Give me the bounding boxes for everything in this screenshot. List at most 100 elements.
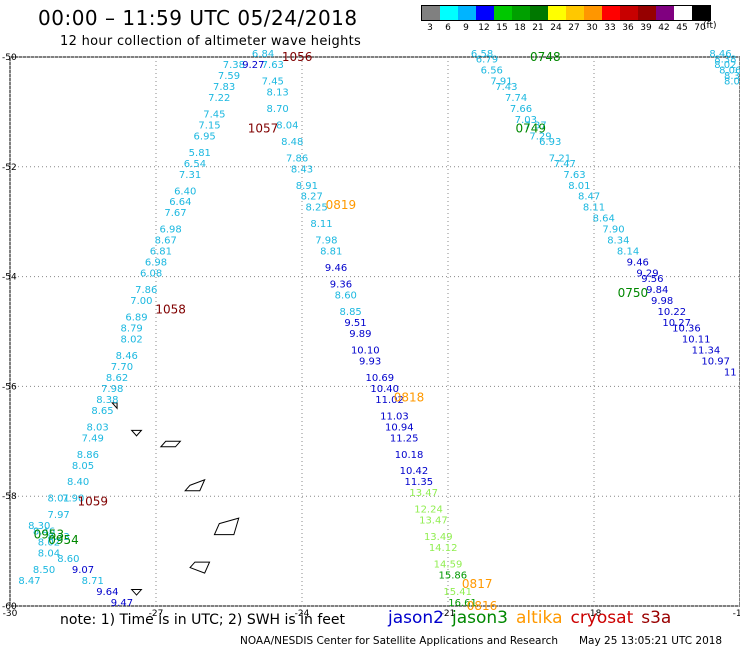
wave-height-label: 8.38 <box>714 54 736 65</box>
wave-height-label: 7.43 <box>495 82 517 93</box>
wave-height-label: 8.60 <box>57 554 79 565</box>
wave-height-label: 8.85 <box>340 307 362 318</box>
wave-height-label: 7.49 <box>82 433 104 444</box>
wave-height-label: 9.46 <box>627 258 649 269</box>
wave-height-label: 11.02 <box>375 395 404 406</box>
wave-height-label: 8.06 <box>719 65 740 76</box>
wave-height-label: 7.91 <box>490 76 512 87</box>
wave-height-label: 9.47 <box>111 598 133 609</box>
wave-height-label: 6.79 <box>476 54 498 65</box>
wave-height-label: 8.47 <box>578 192 600 203</box>
latitude-tick-label: -56 <box>2 382 17 392</box>
map-frame <box>9 56 740 607</box>
color-scale-label: 33 <box>604 23 616 33</box>
color-scale-label: 36 <box>622 23 634 33</box>
wave-height-label: 13.47 <box>409 488 438 499</box>
pass-time-label: 0816 <box>467 599 498 613</box>
wave-height-label: 8.11 <box>583 203 605 214</box>
wave-height-label: 8.60 <box>335 291 357 302</box>
wave-height-label: 9.46 <box>325 263 347 274</box>
wave-height-label: 9.56 <box>641 274 663 285</box>
wave-height-label: 11 <box>724 367 737 378</box>
wave-height-label: 8.23 <box>48 532 70 543</box>
wave-height-label: 7.63 <box>262 60 284 71</box>
wave-height-label: 9.84 <box>646 285 668 296</box>
wave-height-label: 7.98 <box>101 384 123 395</box>
wave-height-label: 8.27 <box>301 192 323 203</box>
wave-height-label: 8.01 <box>568 181 590 192</box>
wave-height-label: 8.13 <box>267 87 289 98</box>
wave-height-label: 8.86 <box>77 450 99 461</box>
color-scale-label: 39 <box>640 23 652 33</box>
wave-height-label: 10.94 <box>385 422 414 433</box>
color-scale: 3 6 9 12 15 18 21 24 27 30 33 36 39 42 45 70 <box>421 5 711 33</box>
wave-height-label: 8.71 <box>82 576 104 587</box>
island-outline <box>111 402 118 410</box>
wave-height-label: 5.81 <box>189 148 211 159</box>
island-outline <box>159 440 182 448</box>
latitude-tick-label: -52 <box>2 163 17 173</box>
color-swatch <box>548 6 566 20</box>
color-swatch <box>620 6 638 20</box>
color-scale-label: 15 <box>496 23 508 33</box>
wave-height-label: 8.67 <box>155 236 177 247</box>
wave-height-label: 7.47 <box>554 159 576 170</box>
wave-height-label: 6.93 <box>539 137 561 148</box>
wave-height-label: 13.49 <box>424 532 453 543</box>
pass-time-label: 0953 <box>34 528 65 542</box>
wave-height-label: 8.47 <box>18 576 40 587</box>
color-swatch <box>638 6 656 20</box>
wave-height-label: 8.34 <box>607 236 629 247</box>
longitude-tick-label: -15 <box>733 609 740 619</box>
wave-height-label: 6.98 <box>145 258 167 269</box>
pass-time-label: 1057 <box>248 121 279 135</box>
wave-height-label: 8.48 <box>281 137 303 148</box>
pass-time-label: 0818 <box>394 390 425 404</box>
wave-height-label: 8.04 <box>276 120 298 131</box>
pass-time-label: 0748 <box>530 50 561 64</box>
color-swatch <box>602 6 620 20</box>
wave-height-label: 8.30 <box>28 521 50 532</box>
wave-height-label: 6.40 <box>174 186 196 197</box>
color-scale-labels: 3 6 9 12 15 18 21 24 27 30 33 36 39 42 45 70 <box>421 21 711 33</box>
color-swatch <box>476 6 494 20</box>
color-scale-swatches <box>421 5 711 21</box>
wave-height-label: 10.36 <box>672 324 701 335</box>
island-outline <box>189 561 211 574</box>
wave-height-label: 7.45 <box>262 76 284 87</box>
color-scale-label: 70 <box>694 23 706 33</box>
footnote: note: 1) Time is in UTC; 2) SWH is in fe… <box>60 612 346 628</box>
wave-height-label: 8.03 <box>86 422 108 433</box>
island-outline <box>130 589 143 596</box>
pass-time-label: 0954 <box>48 533 79 547</box>
wave-height-label: 14.59 <box>434 560 463 571</box>
island-outline <box>213 517 240 536</box>
wave-height-label: 9.07 <box>72 565 94 576</box>
wave-height-label: 8.02 <box>38 538 60 549</box>
wave-height-label: 8.25 <box>305 203 327 214</box>
wave-height-label: 8.02 <box>714 60 736 71</box>
wave-height-label: 6.08 <box>140 269 162 280</box>
island-outline <box>130 429 143 437</box>
latitude-tick-label: -58 <box>2 492 17 502</box>
wave-height-label: 7.67 <box>164 208 186 219</box>
island-outline <box>184 478 206 492</box>
pass-time-label: 1059 <box>77 495 108 509</box>
wave-height-label: 7.15 <box>198 120 220 131</box>
longitude-tick-label: -21 <box>441 609 456 619</box>
pass-time-label: 0819 <box>326 198 357 212</box>
longitude-tick-label: -24 <box>295 609 310 619</box>
wave-height-label: 9.64 <box>96 587 118 598</box>
legend-s3a: s3a <box>641 608 672 628</box>
latitude-tick-label: -60 <box>2 602 17 612</box>
wave-height-label: 7.59 <box>218 71 240 82</box>
latitude-tick-label: -54 <box>2 273 17 283</box>
color-swatch <box>458 6 476 20</box>
wave-height-label: 7.03 <box>515 115 537 126</box>
wave-height-label: 8.79 <box>121 324 143 335</box>
color-swatch <box>440 6 458 20</box>
wave-height-label: 8.50 <box>33 565 55 576</box>
color-scale-label: 42 <box>658 23 670 33</box>
pass-time-label: 0817 <box>462 577 493 591</box>
